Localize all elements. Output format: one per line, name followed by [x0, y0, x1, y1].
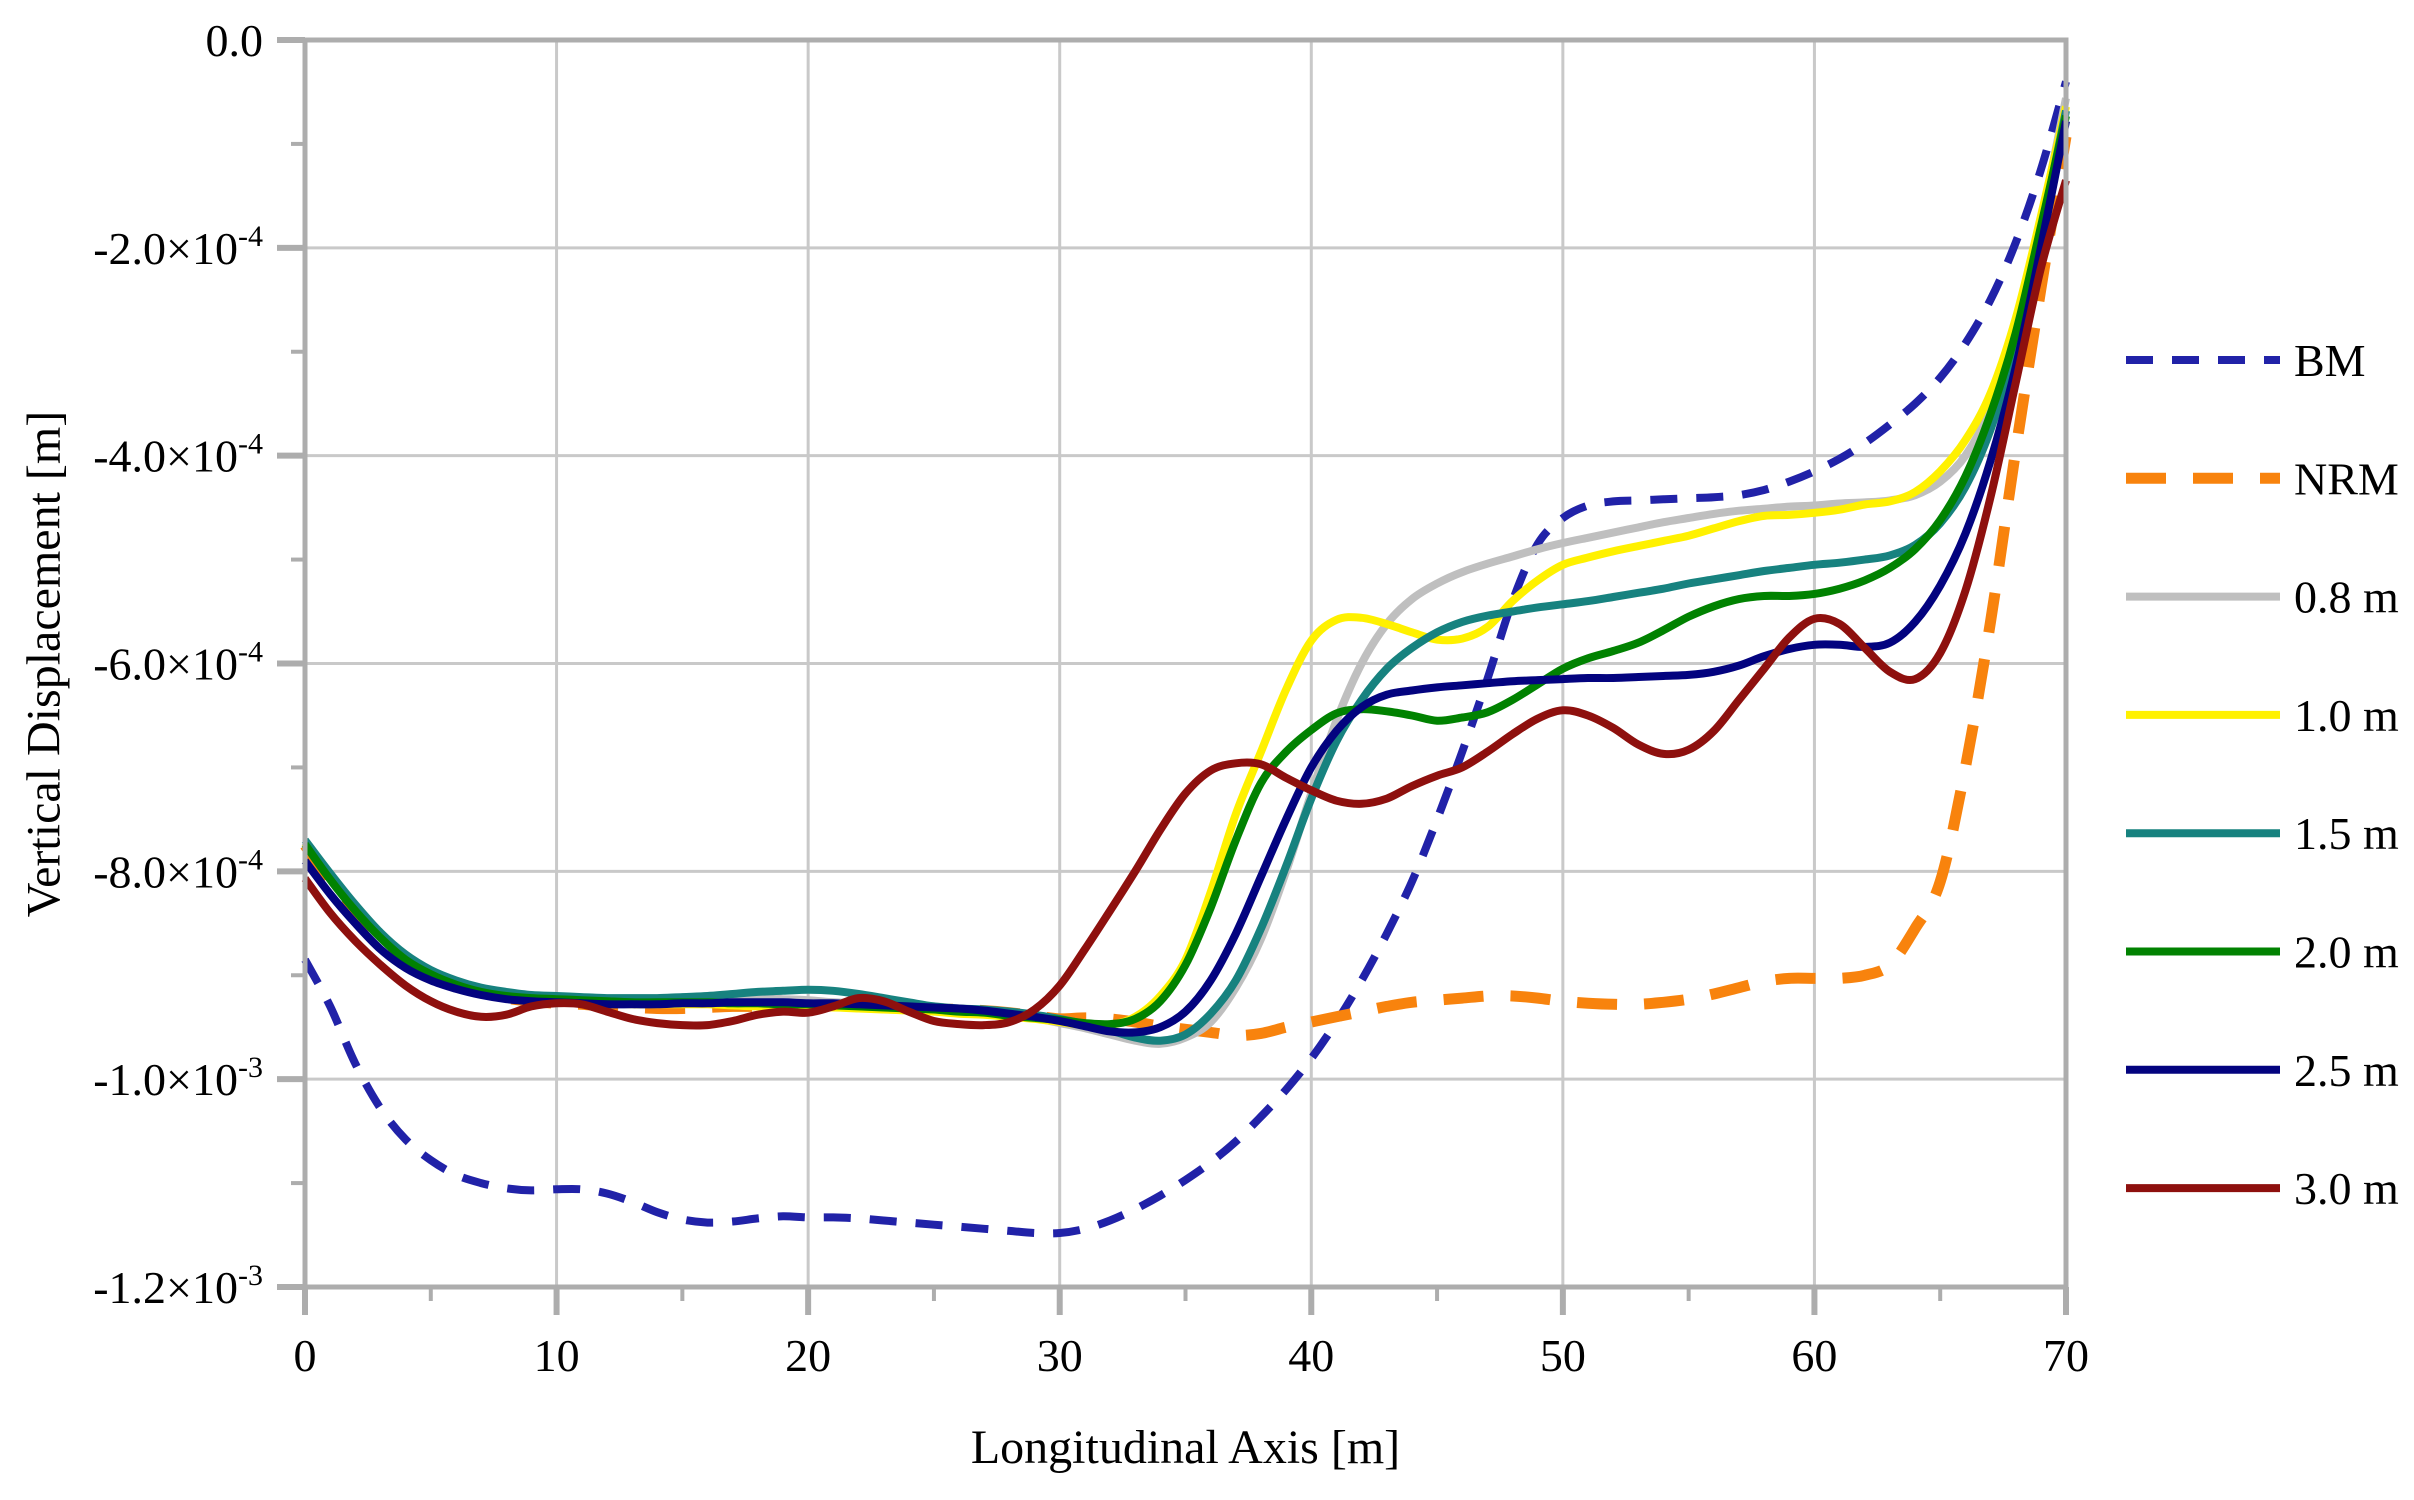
x-tick-label: 60: [1791, 1330, 1837, 1381]
legend-item-NRM: NRM: [2126, 453, 2399, 504]
series-line-NRM: [300, 135, 2072, 1042]
series-line-2.5-m: [301, 120, 2070, 1037]
legend-item-0.8-m: 0.8 m: [2126, 572, 2399, 623]
legend-label: BM: [2294, 335, 2366, 386]
y-tick-label: -8.0×10-4: [93, 843, 263, 897]
series-line-3.0-m: [301, 179, 2070, 1030]
legend-label: 0.8 m: [2294, 572, 2399, 623]
legend-item-BM: BM: [2126, 335, 2366, 386]
legend-item-2.0-m: 2.0 m: [2126, 927, 2399, 978]
y-tick-label: -4.0×10-4: [93, 428, 263, 482]
legend-item-2.5-m: 2.5 m: [2126, 1045, 2399, 1096]
legend-label: 3.0 m: [2294, 1163, 2399, 1214]
axis-ticks: [277, 37, 2069, 1315]
x-tick-label: 40: [1288, 1330, 1334, 1381]
y-tick-label: -6.0×10-4: [93, 636, 263, 690]
x-axis-title: Longitudinal Axis [m]: [970, 1421, 1401, 1474]
series-line-BM: [301, 80, 2070, 1238]
y-tick-label: -1.0×10-3: [93, 1051, 263, 1105]
x-tick-label: 30: [1037, 1330, 1083, 1381]
legend-label: 2.5 m: [2294, 1045, 2399, 1096]
x-tick-label: 20: [785, 1330, 831, 1381]
y-tick-label: -1.2×10-3: [93, 1259, 263, 1313]
series-lines: [300, 80, 2072, 1238]
legend-label: 1.0 m: [2294, 690, 2399, 741]
tick-labels: 0 10 20 30 40 50 60 70 0.0 -2.0×10-4 -4.0×10-4 -6.0…: [93, 15, 2089, 1381]
y-axis-title: Vertical Displacement [m]: [17, 410, 71, 918]
x-tick-label: 50: [1540, 1330, 1586, 1381]
legend-item-1.5-m: 1.5 m: [2126, 808, 2399, 859]
series-line-1.5-m: [301, 109, 2070, 1045]
legend-label: NRM: [2294, 453, 2399, 504]
y-tick-label: 0.0: [206, 15, 264, 66]
legend-label: 2.0 m: [2294, 927, 2399, 978]
y-tick-label: -2.0×10-4: [93, 220, 263, 274]
x-tick-label: 70: [2043, 1330, 2089, 1381]
legend: BM NRM 0.8 m 1.0 m 1.5 m 2.0 m 2.5 m 3.0 m: [2126, 335, 2399, 1214]
gridlines: [305, 40, 2066, 1287]
x-tick-label: 10: [534, 1330, 580, 1381]
series-line-0.8-m: [301, 97, 2070, 1048]
x-tick-label: 0: [294, 1330, 317, 1381]
legend-item-1.0-m: 1.0 m: [2126, 690, 2399, 741]
legend-label: 1.5 m: [2294, 808, 2399, 859]
legend-item-3.0-m: 3.0 m: [2126, 1163, 2399, 1214]
